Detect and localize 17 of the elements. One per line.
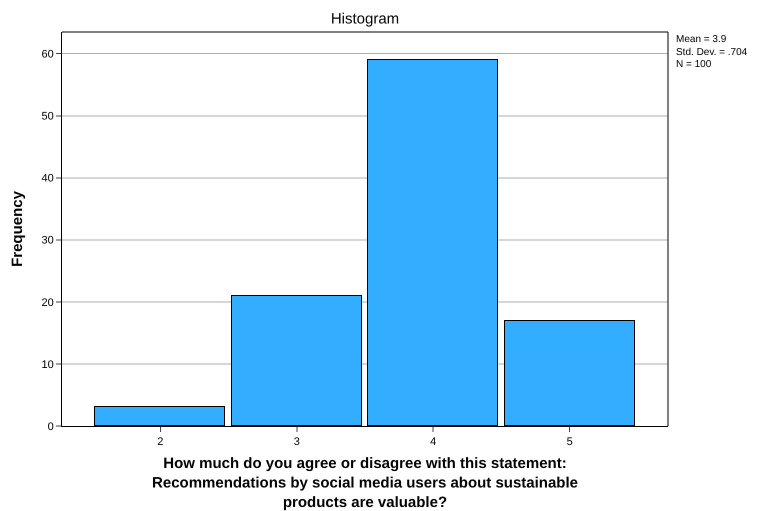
y-tick-label: 40 — [42, 172, 54, 185]
y-tick-label: 30 — [42, 234, 54, 247]
chart-title: Histogram — [330, 10, 400, 28]
x-tick-label: 4 — [430, 436, 436, 448]
y-tick-label: 10 — [42, 358, 54, 371]
y-tick-label: 0 — [48, 420, 54, 433]
y-tick-label: 20 — [42, 296, 54, 309]
y-axis-title: Frequency — [9, 190, 26, 267]
x-tick-label: 5 — [566, 436, 573, 448]
x-tick-label: 2 — [157, 436, 164, 448]
x-tick-label: 3 — [294, 436, 300, 448]
text: Mean = 3.9 — [676, 34, 727, 45]
y-tick-label: 50 — [42, 110, 54, 123]
text: Std. Dev. = .704 — [676, 47, 748, 58]
text: N = 100 — [676, 59, 712, 70]
y-tick-label: 60 — [42, 48, 54, 61]
x-axis-title: How much do you agree or disagree with this statement: Recommendations by social media users about sustainable products are valuable? — [152, 455, 578, 511]
